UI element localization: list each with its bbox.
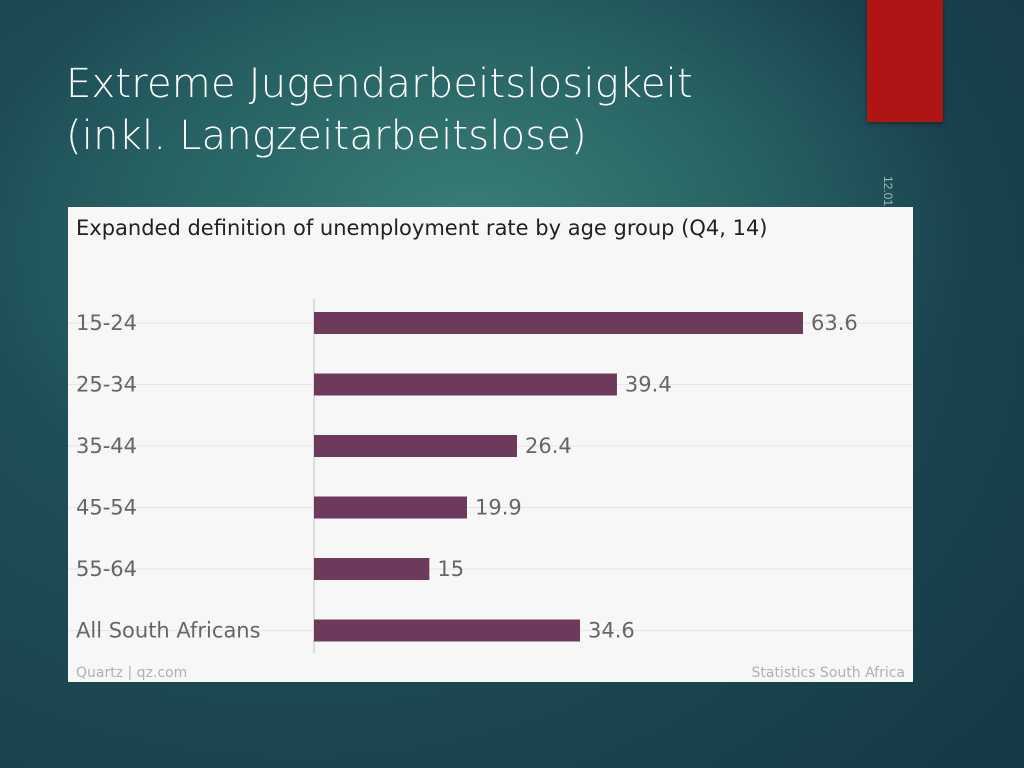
bar-25-34 xyxy=(314,373,617,396)
source-right: Statistics South Africa xyxy=(751,665,905,681)
source-left: Quartz | qz.com xyxy=(76,665,187,681)
category-label: All South Africans xyxy=(76,619,261,643)
value-label: 26.4 xyxy=(525,434,572,458)
category-label: 35-44 xyxy=(76,434,137,458)
bar-35-44 xyxy=(314,435,517,457)
category-label: 55-64 xyxy=(76,557,137,581)
bar-chart: Expanded definition of unemployment rate… xyxy=(68,216,913,681)
value-label: 63.6 xyxy=(811,311,858,335)
red-accent-tab xyxy=(867,0,943,122)
value-label: 19.9 xyxy=(475,496,522,520)
bar-15-24 xyxy=(314,312,803,334)
category-label: 45-54 xyxy=(76,496,137,520)
category-labels: 15-24 25-34 35-44 45-54 55-64 All South Afric… xyxy=(76,311,261,643)
slide-title-line-1: Extreme Jugendarbeitslosigkeit xyxy=(66,61,693,107)
chart-card: Expanded definition of unemployment rate… xyxy=(68,207,913,682)
bar-55-64 xyxy=(314,558,430,580)
value-labels: 63.6 39.4 26.4 19.9 15 34.6 xyxy=(437,311,857,643)
category-label: 25-34 xyxy=(76,373,137,397)
slide-title: Extreme Jugendarbeitslosigkeit (inkl. La… xyxy=(66,58,846,162)
bars xyxy=(314,312,803,642)
value-label: 39.4 xyxy=(625,373,672,397)
gridlines xyxy=(68,322,913,631)
bar-all-south-africans xyxy=(314,619,581,642)
slide-title-line-2: (inkl. Langzeitarbeitslose) xyxy=(66,113,587,159)
chart-title: Expanded definition of unemployment rate… xyxy=(76,216,768,240)
bar-45-54 xyxy=(314,496,468,519)
category-label: 15-24 xyxy=(76,311,137,335)
value-label: 15 xyxy=(437,557,464,581)
value-label: 34.6 xyxy=(588,619,635,643)
